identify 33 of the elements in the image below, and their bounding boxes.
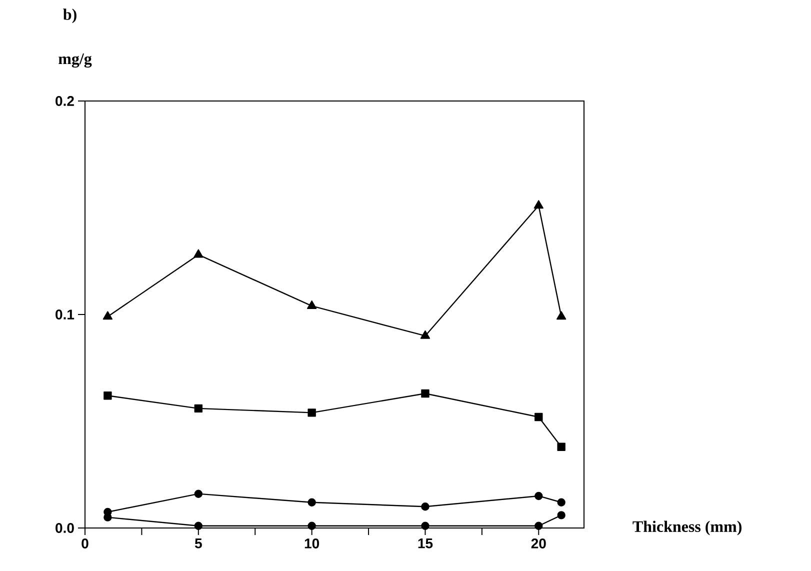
x-axis-title: Thickness (mm): [632, 520, 742, 536]
x-tick-label: 5: [194, 538, 202, 548]
point: [557, 511, 566, 520]
y-tick-label: 0.0: [56, 523, 74, 533]
point: [308, 522, 316, 530]
point: [556, 311, 566, 320]
point: [308, 408, 316, 417]
point: [534, 412, 543, 422]
x-tick-label: 0: [82, 538, 88, 548]
point: [534, 522, 543, 530]
point: [534, 200, 544, 209]
point: [306, 300, 317, 309]
y-tick-label: 0.2: [56, 96, 74, 106]
x-tick-label: 15: [418, 538, 433, 548]
point: [421, 522, 430, 530]
point: [194, 249, 204, 258]
point: [420, 330, 430, 339]
point: [534, 492, 543, 500]
point: [194, 522, 203, 530]
x-tick-label: 20: [531, 538, 546, 548]
y-axis-title: mg/g: [58, 54, 92, 68]
point: [421, 389, 430, 398]
point: [194, 404, 203, 413]
chart-title: b): [63, 8, 76, 24]
point: [194, 490, 203, 498]
point: [102, 311, 113, 320]
point: [421, 502, 430, 511]
point: [104, 392, 112, 400]
point: [557, 442, 566, 451]
point: [557, 498, 566, 506]
point: [308, 498, 316, 506]
y-tick-label: 0.1: [56, 310, 74, 320]
x-tick-label: 10: [304, 538, 320, 548]
